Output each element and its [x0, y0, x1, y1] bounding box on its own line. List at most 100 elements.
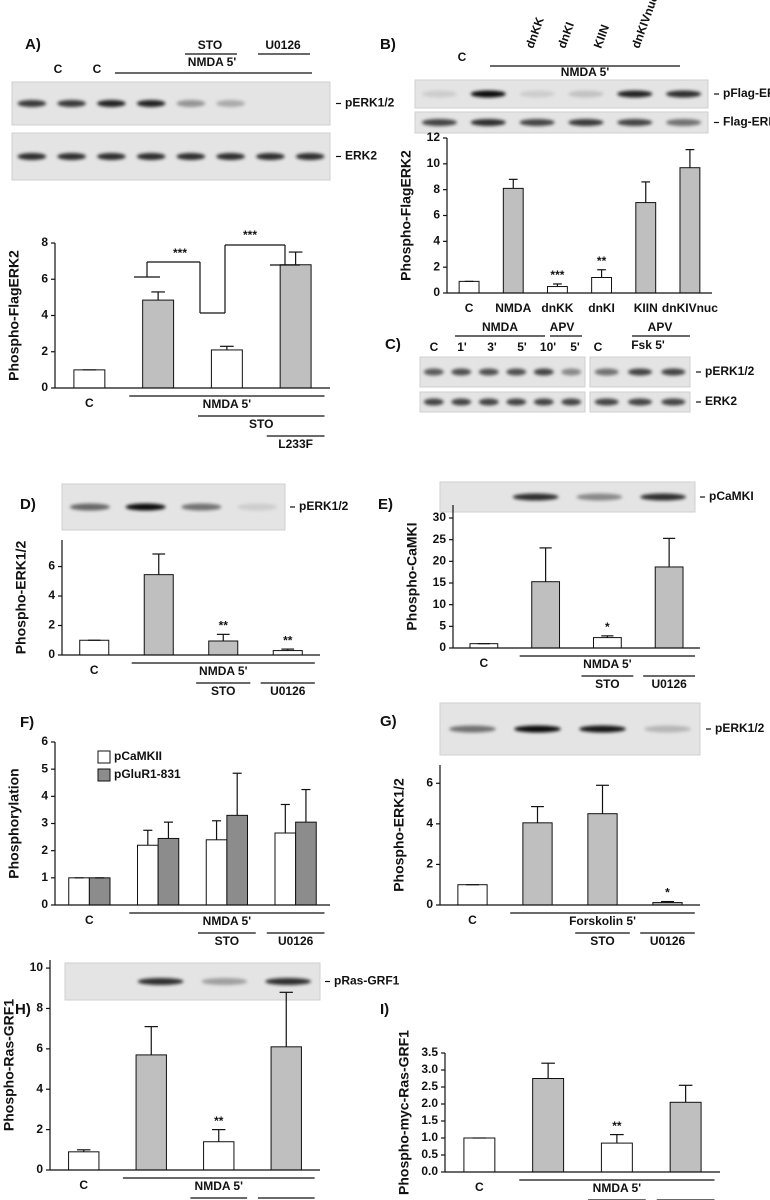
blot-band: [295, 153, 325, 160]
bar: [532, 1078, 565, 1173]
bar: [270, 1046, 302, 1171]
bar: [88, 877, 111, 906]
y-tick-label: 5: [41, 761, 48, 775]
bar: [135, 1054, 167, 1171]
y-tick-label: 4: [41, 789, 48, 803]
lane-label: C: [430, 340, 439, 354]
y-tick-label: 3.5: [421, 1045, 438, 1059]
bar: [635, 202, 657, 294]
y-tick-label: 8: [36, 1001, 43, 1015]
blot-band: [296, 100, 325, 107]
y-tick-label: 0.0: [421, 1164, 438, 1178]
y-tick-label: 8: [41, 235, 48, 249]
group-label: NMDA 5': [195, 1179, 244, 1193]
bar: [210, 349, 243, 389]
lane-label: APV: [648, 320, 673, 334]
blot-band: [451, 368, 472, 376]
y-tick-label: 30: [433, 510, 447, 524]
blot-image: [419, 356, 586, 388]
significance: **: [612, 1119, 622, 1133]
bar: [592, 637, 622, 649]
y-tick-label: 2.0: [421, 1096, 438, 1110]
blot-band: [256, 100, 285, 107]
blot-band: [421, 119, 457, 126]
blot-band: [216, 153, 245, 160]
y-tick-label: 2: [48, 618, 55, 632]
group-label: NMDA 5': [199, 664, 248, 678]
band-label: pCaMKI: [709, 489, 754, 503]
significance: **: [214, 1114, 224, 1128]
bar: [73, 369, 106, 389]
bar: [502, 187, 524, 294]
group-label: U0126: [278, 934, 314, 948]
y-axis-title: Phospho-ERK1/2: [13, 541, 29, 655]
y-axis-title: Phospho-FlagERK2: [6, 250, 22, 381]
group-label: U0126: [650, 934, 686, 948]
lane-label: dnKIVnuc: [629, 0, 661, 50]
y-tick-label: 0: [439, 640, 446, 654]
panel-label: E): [378, 496, 393, 513]
blot-band: [181, 503, 222, 511]
blot-band: [449, 725, 496, 733]
lane-label: STO: [198, 38, 222, 52]
x-tick-label: C: [79, 1178, 88, 1192]
y-tick-label: 0: [36, 1162, 43, 1176]
blot-band: [176, 100, 206, 107]
y-tick-label: 4: [36, 1081, 43, 1095]
blot-band: [470, 119, 506, 126]
bar: [600, 1142, 633, 1173]
blot-band: [423, 368, 444, 376]
bar: [226, 814, 248, 906]
blot-band: [423, 398, 444, 406]
y-tick-label: 8: [433, 182, 440, 196]
bar: [142, 299, 175, 389]
lane-label: dnKK: [523, 15, 547, 50]
significance: ***: [243, 228, 257, 242]
lane-label: C: [594, 340, 603, 354]
lane-label: 10': [540, 340, 556, 354]
blot-band: [421, 90, 457, 98]
bar: [522, 822, 553, 906]
blot-band: [97, 100, 126, 107]
lane-label: NMDA 5': [561, 65, 610, 79]
y-tick-label: 0: [48, 647, 55, 661]
bar: [546, 286, 568, 294]
blot-band: [568, 119, 604, 126]
bar: [469, 643, 499, 649]
bar: [208, 640, 239, 656]
x-tick-label: C: [480, 656, 489, 670]
y-tick-label: 6: [433, 208, 440, 222]
panel-label: C): [385, 336, 401, 353]
y-axis-title: Phospho-ERK1/2: [391, 778, 407, 892]
y-tick-label: 10: [427, 156, 441, 170]
y-tick-label: 6: [41, 271, 48, 285]
legend-label: pCaMKII: [114, 749, 162, 763]
bar: [457, 884, 488, 906]
bar: [669, 1101, 702, 1173]
bar: [654, 566, 684, 649]
x-tick-label: C: [475, 1180, 484, 1194]
y-tick-label: 6: [36, 1041, 43, 1055]
y-tick-label: 1.5: [421, 1113, 438, 1127]
y-tick-label: 3.0: [421, 1062, 438, 1076]
lane-label: Fsk 5': [631, 338, 665, 352]
bar: [68, 1151, 100, 1171]
group-label: Forskolin 5': [569, 914, 636, 928]
y-tick-label: 3: [41, 816, 48, 830]
y-tick-label: 6: [48, 559, 55, 573]
blot-band: [176, 153, 206, 160]
group-label: STO: [595, 677, 619, 691]
band-label: pERK1/2: [715, 721, 765, 735]
y-axis-title: Phosphorylation: [6, 768, 22, 878]
blot-band: [17, 153, 47, 160]
blot-band: [561, 368, 582, 376]
y-axis-title: Phospho-myc-Ras-GRF1: [396, 1030, 412, 1195]
group-label: STO: [590, 934, 614, 948]
significance: ***: [173, 246, 187, 260]
blot-band: [594, 368, 619, 376]
group-label: NMDA 5': [203, 397, 252, 411]
lane-label: APV: [550, 320, 575, 334]
blot-band: [449, 494, 495, 501]
y-tick-label: 20: [433, 554, 447, 568]
